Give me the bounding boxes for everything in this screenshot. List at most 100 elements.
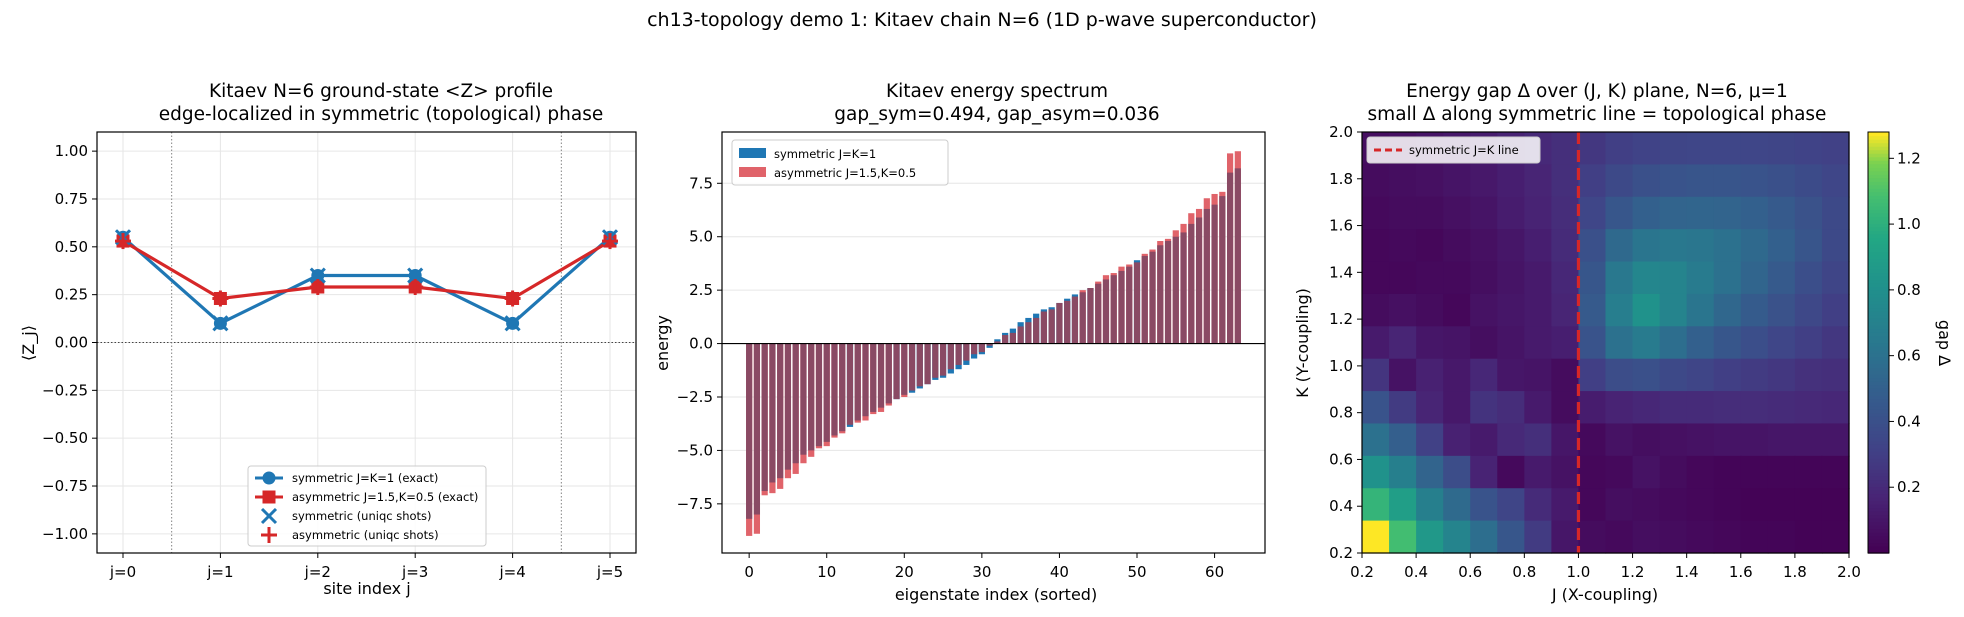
gap-heatmap-cell <box>1443 229 1471 263</box>
colorbar-segment <box>1868 398 1889 403</box>
gap-heatmap-cell <box>1740 520 1769 554</box>
z-profile-point-square <box>262 490 276 504</box>
spectrum-bar-overlap <box>761 343 768 492</box>
z-profile-ytick-label: −0.75 <box>42 477 88 495</box>
gap-heatmap-cell <box>1470 520 1498 554</box>
spectrum-bar-overlap <box>1017 326 1024 344</box>
spectrum-bar-overlap <box>1219 196 1226 344</box>
gap-heatmap-cell <box>1470 358 1498 392</box>
spectrum-legend-swatch <box>739 148 766 158</box>
colorbar-segment <box>1868 468 1889 474</box>
gap-heatmap-cell <box>1497 423 1525 457</box>
gap-heatmap-cell <box>1767 520 1796 554</box>
colorbar-segment <box>1868 423 1889 428</box>
colorbar-segment <box>1868 160 1889 165</box>
gap-heatmap-cell <box>1821 164 1850 198</box>
gap-heatmap-cell <box>1524 358 1552 392</box>
colorbar-segment <box>1868 251 1889 256</box>
gap-heatmap-cell <box>1443 293 1471 327</box>
gap-heatmap-cell <box>1524 455 1552 489</box>
colorbar-segment <box>1868 247 1889 252</box>
gap-heatmap-cell <box>1389 423 1417 457</box>
spectrum-bar-overlap <box>1126 266 1133 344</box>
z-profile-xlabel: site index j <box>323 579 410 598</box>
gap-heatmap-cell <box>1659 293 1688 327</box>
colorbar-segment <box>1868 142 1889 147</box>
colorbar-segment <box>1868 212 1889 217</box>
colorbar-segment <box>1868 535 1889 540</box>
gap-heatmap-cell <box>1524 229 1552 263</box>
gap-heatmap-ytick-label: 1.2 <box>1329 310 1353 328</box>
z-profile-panel: Kitaev N=6 ground-state <Z> profile edge-… <box>19 81 637 598</box>
z-profile-point-x <box>504 315 521 332</box>
gap-heatmap-cell <box>1632 455 1661 489</box>
gap-heatmap-cell <box>1605 326 1634 360</box>
gap-heatmap-cell <box>1524 261 1552 295</box>
z-profile-ytick-label: 0.75 <box>55 190 88 208</box>
spectrum-bar-overlap <box>831 343 838 436</box>
gap-heatmap-cell <box>1497 261 1525 295</box>
spectrum-bar-overlap <box>1172 236 1179 344</box>
gap-heatmap-cell <box>1821 261 1850 295</box>
colorbar-segment <box>1868 146 1889 151</box>
spectrum-bar-overlap <box>815 343 823 447</box>
gap-heatmap-cell <box>1362 293 1390 327</box>
gap-heatmap-cell <box>1551 520 1580 554</box>
z-profile-point-x <box>407 267 424 284</box>
spectrum-bar-overlap <box>1203 208 1210 344</box>
gap-heatmap-cell <box>1605 229 1634 263</box>
colorbar-segment <box>1868 205 1889 210</box>
spectrum-xtick-label: 20 <box>895 563 914 581</box>
gap-heatmap-ytick-label: 0.4 <box>1329 497 1353 515</box>
z-profile-point-x <box>309 267 326 284</box>
colorbar-segment <box>1868 195 1889 200</box>
colorbar-tick-label: 1.0 <box>1897 215 1921 233</box>
gap-heatmap-cell <box>1497 488 1525 522</box>
colorbar-segment <box>1868 275 1889 281</box>
spectrum-bar-overlap <box>901 343 908 395</box>
gap-heatmap-cell <box>1389 391 1417 425</box>
spectrum-bar-overlap <box>746 343 753 519</box>
spectrum-legend-label: asymmetric J=1.5,K=0.5 <box>774 166 916 180</box>
gap-heatmap-cell <box>1605 455 1634 489</box>
gap-heatmap-cell <box>1470 229 1498 263</box>
colorbar-segment <box>1868 419 1889 424</box>
z-profile-point-x-stroke <box>504 315 521 332</box>
colorbar-segment <box>1868 230 1889 235</box>
colorbar-segment <box>1868 331 1889 337</box>
spectrum-bar-overlap <box>924 343 931 385</box>
gap-heatmap-cell <box>1686 423 1715 457</box>
gap-heatmap-cell <box>1551 391 1580 425</box>
gap-heatmap-cell <box>1470 488 1498 522</box>
z-profile-series-line <box>122 239 611 301</box>
gap-heatmap-cell <box>1443 455 1471 489</box>
colorbar-segment <box>1868 307 1889 312</box>
gap-heatmap-cell <box>1524 326 1552 360</box>
colorbar-segment <box>1868 370 1889 375</box>
colorbar-segment <box>1868 282 1889 288</box>
gap-heatmap-cell <box>1470 423 1498 457</box>
gap-heatmap-xtick-label: 1.0 <box>1567 563 1591 581</box>
colorbar-segment <box>1868 475 1889 481</box>
gap-heatmap-ytick-label: 0.6 <box>1329 450 1353 468</box>
spectrum-xtick-label: 40 <box>1050 563 1069 581</box>
gap-heatmap-cell <box>1578 520 1607 554</box>
spectrum-bar-overlap <box>862 343 869 417</box>
spectrum-ytick-label: −7.5 <box>677 495 713 513</box>
gap-heatmap-cell <box>1713 293 1742 327</box>
spectrum-bar-overlap <box>1188 223 1195 344</box>
gap-heatmap-cell <box>1578 196 1607 230</box>
colorbar-segment <box>1868 338 1889 344</box>
gap-heatmap-cell <box>1389 326 1417 360</box>
gap-heatmap-cell <box>1659 488 1688 522</box>
gap-heatmap-cell <box>1416 326 1444 360</box>
gap-heatmap-cell <box>1821 293 1850 327</box>
gap-heatmap-cell <box>1416 455 1444 489</box>
colorbar-segment <box>1868 254 1889 259</box>
colorbar-segment <box>1868 286 1889 291</box>
gap-heatmap-cell <box>1821 196 1850 230</box>
gap-heatmap-cell <box>1578 455 1607 489</box>
gap-heatmap-cell <box>1794 423 1823 457</box>
z-profile-ytick-label: −0.50 <box>42 429 88 447</box>
gap-heatmap-cell <box>1686 358 1715 392</box>
